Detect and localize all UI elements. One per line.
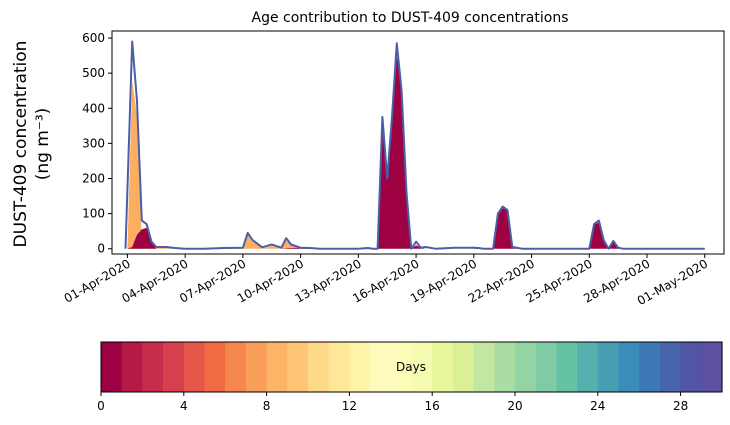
colorbar-frame	[100, 341, 723, 393]
total-line-layer	[124, 40, 705, 250]
y-tick-label: 300	[82, 136, 105, 150]
plot-frame	[111, 30, 725, 255]
y-axis-label-line-1: DUST-409 concentration	[11, 41, 31, 248]
colorbar-cell	[225, 342, 247, 392]
colorbar-tick-label: 16	[425, 399, 440, 413]
y-tick-label: 500	[82, 66, 105, 80]
colorbar-cell	[101, 342, 123, 392]
colorbar-tick-label: 28	[673, 399, 688, 413]
colorbar-ticks: 0 4 8 12 16 20 24 28	[97, 392, 688, 413]
colorbar-cell	[701, 342, 723, 392]
colorbar-cell	[245, 342, 268, 392]
colorbar-cell	[494, 342, 516, 392]
colorbar-cell	[183, 342, 206, 392]
colorbar-cell	[121, 342, 143, 392]
colorbar-cell	[163, 342, 185, 392]
colorbar-tick-label: 8	[263, 399, 271, 413]
colorbar-tick-label: 20	[507, 399, 522, 413]
colorbar-tick-label: 0	[97, 399, 105, 413]
colorbar-cell	[515, 342, 537, 392]
colorbar-label: Days	[396, 360, 426, 374]
colorbar-cell	[328, 342, 350, 392]
colorbar-cell	[535, 342, 557, 392]
y-axis-label: DUST-409 concentration (ng m⁻³)	[11, 41, 53, 248]
colorbar-cell	[370, 342, 392, 392]
colorbar-cell	[618, 342, 640, 392]
colorbar-cell	[639, 342, 661, 392]
colorbar-cell	[659, 342, 682, 392]
colorbar-tick-label: 12	[342, 399, 357, 413]
colorbar-cell	[597, 342, 620, 392]
colorbar-tick-label: 24	[590, 399, 605, 413]
colorbar-cell	[266, 342, 288, 392]
colorbar-cell	[680, 342, 702, 392]
chart-title: Age contribution to DUST-409 concentrati…	[252, 10, 569, 26]
colorbar-tick-label: 4	[180, 399, 188, 413]
colorbar-cell	[432, 342, 454, 392]
y-tick-label: 200	[82, 171, 105, 185]
series-area-age-2-10	[127, 80, 359, 249]
y-tick-label: 0	[97, 242, 105, 256]
series-layer	[127, 55, 705, 249]
total-concentration-line	[124, 40, 705, 250]
colorbar-cell	[142, 342, 164, 392]
colorbar-cell	[349, 342, 371, 392]
y-tick-label: 400	[82, 101, 105, 115]
series-area-age-0-1	[127, 55, 705, 249]
y-axis-label-line-2: (ng m⁻³)	[33, 108, 53, 181]
y-axis-ticks: 0 100 200 300 400 500 600	[82, 31, 112, 256]
colorbar-cell	[287, 342, 309, 392]
colorbar-cell	[473, 342, 495, 392]
y-tick-label: 600	[82, 31, 105, 45]
colorbar-cell	[452, 342, 475, 392]
colorbar-cell	[308, 342, 330, 392]
y-tick-label: 100	[82, 207, 105, 221]
colorbar-cells	[101, 342, 723, 392]
colorbar-cell	[204, 342, 226, 392]
colorbar-cell	[577, 342, 599, 392]
colorbar-cell	[411, 342, 433, 392]
colorbar-cell	[556, 342, 578, 392]
colorbar-cell	[390, 342, 413, 392]
x-axis-ticks: 01-Apr-202004-Apr-202007-Apr-202010-Apr-…	[62, 254, 710, 308]
